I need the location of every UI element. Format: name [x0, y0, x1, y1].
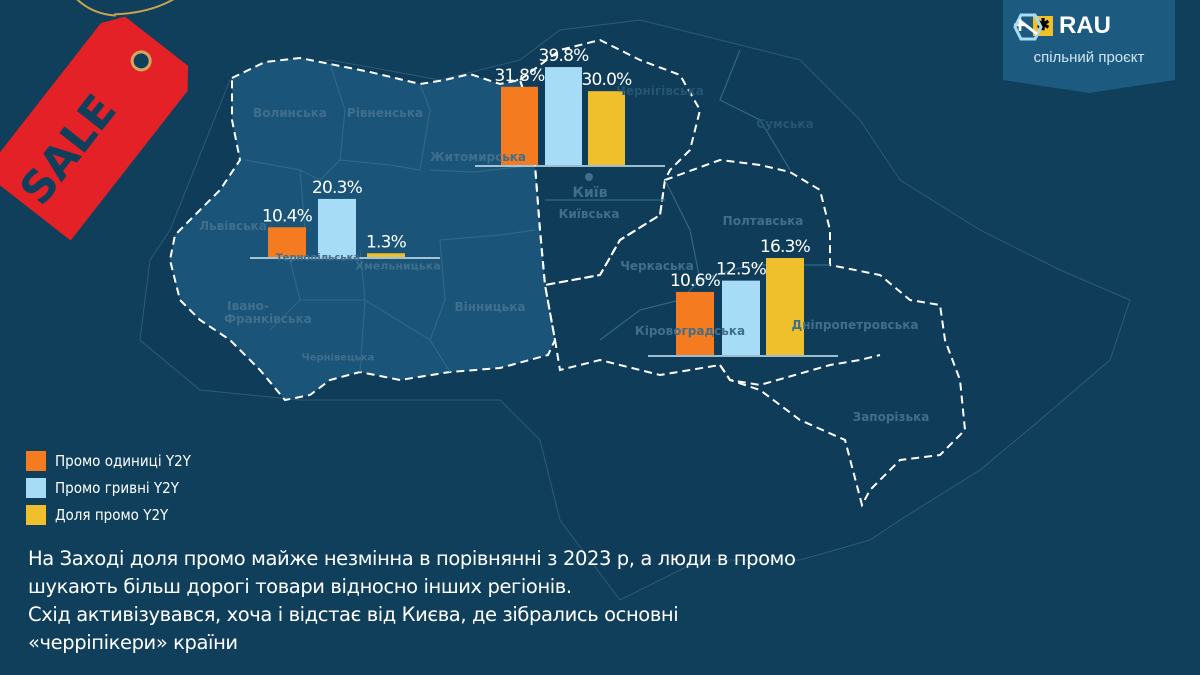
- bar-share: [367, 253, 405, 257]
- bar-value-label: 30.0%: [581, 70, 632, 90]
- legend-item-share: Доля промо Y2Y: [26, 501, 191, 528]
- legend-swatch: [26, 477, 46, 498]
- region-label: Кіровоградська: [634, 324, 746, 338]
- bar-value-label: 10.6%: [670, 271, 721, 291]
- region-label: Чернівецька: [301, 352, 375, 364]
- region-label: Вінницька: [454, 300, 526, 314]
- logo-subtitle: спільний проєкт: [1033, 49, 1145, 66]
- legend-item-uah: Промо гривні Y2Y: [26, 474, 191, 501]
- bar-value-label: 10.4%: [262, 206, 313, 226]
- bar-value-label: 1.3%: [366, 232, 407, 252]
- west-internal-borders: [244, 63, 536, 373]
- region-label: Тернопільська: [275, 252, 361, 264]
- region-label: Львівська: [199, 219, 267, 233]
- region-label: Київська: [558, 207, 620, 221]
- logo: + ✱ RAU спільний проєкт: [1003, 0, 1175, 95]
- bar-value-label: 12.5%: [716, 260, 767, 280]
- legend: Промо одиниці Y2Y Промо гривні Y2Y Доля …: [26, 447, 191, 528]
- bar-group-3: 10.6%12.5% 16.3%: [648, 237, 838, 357]
- region-label: Волинська: [253, 106, 327, 120]
- legend-item-units: Промо одиниці Y2Y: [26, 447, 191, 474]
- legend-label: Промо гривні Y2Y: [55, 478, 179, 497]
- region-label: Хмельницька: [355, 259, 441, 273]
- region-label: Івано-: [227, 299, 269, 313]
- legend-label: Доля промо Y2Y: [55, 505, 169, 524]
- bar-value-label: 16.3%: [760, 237, 811, 257]
- east-internal-border: [719, 354, 881, 387]
- kyiv-city-dot: [585, 173, 593, 181]
- summary-line: шукають більш дорогі товари відносно інш…: [28, 575, 572, 598]
- bar-share: [588, 91, 625, 165]
- bar-uah: [722, 280, 760, 355]
- bar-value-label: 39.8%: [538, 46, 589, 66]
- bar-units: [501, 86, 538, 165]
- bar-uah: [545, 67, 582, 165]
- legend-swatch: [26, 450, 46, 471]
- bar-group-2: 31.8%39.8% 30.0%: [475, 46, 665, 167]
- bar-value-label: 20.3%: [312, 178, 363, 198]
- bar-share: [766, 258, 804, 355]
- summary-line: На Заході доля промо майже незмінна в по…: [28, 547, 796, 570]
- region-label: Запорізька: [852, 410, 930, 424]
- region-label: Житомирська: [429, 150, 527, 164]
- region-label: Черкаська: [620, 259, 694, 273]
- region-label: Чернігівська: [616, 84, 704, 98]
- summary-text: На Заході доля промо майже незмінна в по…: [28, 545, 796, 657]
- region-label: Сумська: [756, 117, 814, 131]
- logo-brand: RAU: [1059, 12, 1112, 39]
- summary-line: «черріпікери» країни: [28, 631, 238, 654]
- region-label: Дніпропетровська: [791, 318, 919, 332]
- bar-units: [268, 227, 306, 257]
- region-label: Франківська: [224, 312, 312, 326]
- legend-label: Промо одиниці Y2Y: [55, 451, 191, 470]
- region-label: Полтавська: [722, 214, 804, 228]
- partner-logo-icon: [1013, 13, 1043, 41]
- region-label: Київ: [572, 185, 608, 201]
- bar-groups: 10.4%20.3%1.3%31.8%39.8%30.0%10.6%12.5%1…: [250, 46, 838, 357]
- bar-uah: [318, 198, 356, 257]
- bar-value-label: 31.8%: [494, 66, 545, 86]
- bar-units: [676, 291, 714, 355]
- region-label: Рівненська: [346, 106, 424, 120]
- summary-line: Схід активізувався, хоча і відстає від К…: [28, 603, 679, 626]
- bar-group-1: 10.4% 20.3% 1.3%: [250, 178, 440, 259]
- legend-swatch: [26, 504, 46, 525]
- west-region: [168, 56, 557, 402]
